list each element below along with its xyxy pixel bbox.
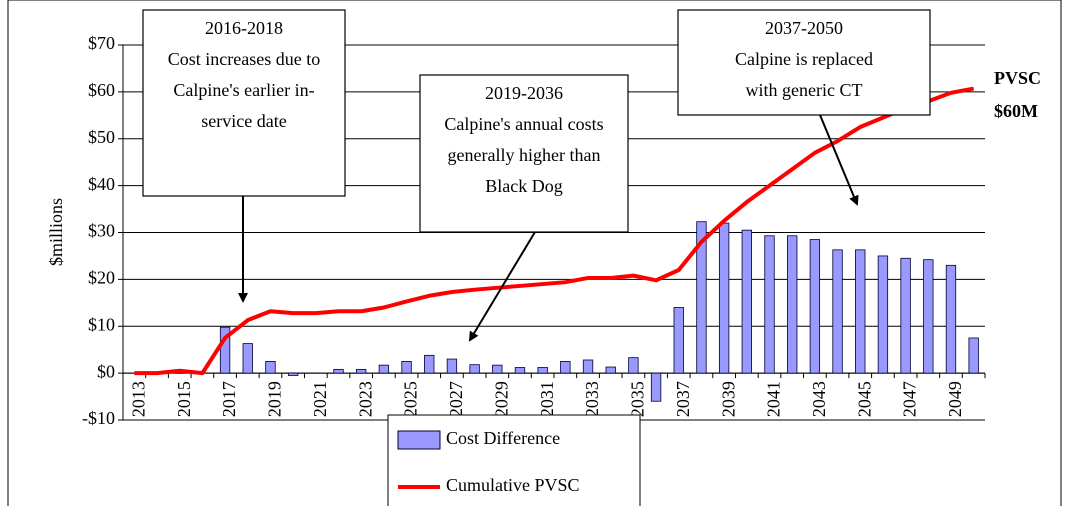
x-tick-label: 2025 [401,381,421,417]
bar [492,364,503,374]
bar [718,222,730,374]
bar [809,239,821,374]
y-tick-label: $20 [88,268,115,288]
y-tick-label: $50 [88,127,115,147]
y-axis-label: $millions [46,198,66,266]
legend-label: Cumulative PVSC [446,475,580,495]
bar [877,255,889,374]
x-tick-label: 2037 [673,381,693,417]
annotation-text: Calpine's earlier in- [173,80,314,100]
bar [628,357,639,374]
bar [560,361,571,374]
bar [401,361,412,374]
bar [832,249,843,374]
x-tick-label: 2033 [582,381,602,417]
y-tick-label: -$10 [82,408,115,428]
bar [605,366,616,374]
bar [900,257,911,374]
bar [968,337,979,374]
x-tick-label: 2013 [128,381,148,417]
bar [696,221,707,374]
bar [923,259,934,374]
bar [333,368,344,374]
bar [787,235,798,374]
x-tick-label: 2045 [854,381,874,417]
bar [582,359,594,374]
y-tick-label: $10 [88,314,115,334]
bar [514,367,526,374]
bar [741,229,752,374]
y-tick-label: $60 [88,80,115,100]
legend-swatch [397,430,441,450]
x-tick-label: 2027 [446,381,466,417]
bar [537,367,548,374]
bar [673,307,684,374]
annotation-arrow [819,114,859,206]
frame [7,0,1062,506]
x-tick-label: 2017 [219,381,239,417]
x-tick-label: 2019 [265,381,285,417]
bar [469,364,480,374]
x-tick-label: 2023 [355,381,375,417]
legend-box [387,414,641,506]
x-tick-label: 2043 [809,381,829,417]
annotation-text: Calpine's annual costs [444,114,603,134]
annotation-text: $60M [994,101,1038,121]
legend-label: Cost Difference [446,428,560,448]
annotation-box [677,9,931,116]
bar [446,358,458,374]
y-tick-label: $40 [88,174,115,194]
x-tick-label: 2047 [900,381,920,417]
x-tick-label: 2041 [764,381,784,417]
annotation-text: Black Dog [485,176,562,196]
annotation-box [419,74,629,233]
annotation-text: Calpine is replaced [735,49,873,69]
bar [650,372,662,402]
y-tick-label: $0 [97,361,115,381]
y-tick-label: $30 [88,221,115,241]
x-tick-label: 2049 [945,381,965,417]
x-tick-label: 2021 [310,381,330,417]
annotation-box [142,9,346,197]
annotation-arrow [468,231,536,342]
bar [764,235,775,374]
bar [855,249,866,374]
bar [242,343,253,374]
x-tick-label: 2031 [537,381,557,417]
bar [265,361,276,374]
annotation-text: 2019-2036 [485,83,563,103]
x-tick-label: 2039 [718,381,738,417]
annotation-text: service date [201,111,286,131]
bar [356,368,367,374]
annotation-text: 2016-2018 [205,18,283,38]
y-tick-label: $70 [88,33,115,53]
annotation-text: with generic CT [746,80,863,100]
bar [945,264,957,374]
x-tick-label: 2035 [628,381,648,417]
x-tick-label: 2029 [491,381,511,417]
bar [287,372,299,376]
line [134,86,975,376]
x-tick-label: 2015 [174,381,194,417]
annotation-text: Cost increases due to [168,49,320,69]
annotation-text: PVSC [994,68,1041,88]
annotation-text: generally higher than [448,145,601,165]
bar [424,354,435,374]
bar [378,364,390,374]
bar [219,326,231,374]
annotation-text: 2037-2050 [765,18,843,38]
